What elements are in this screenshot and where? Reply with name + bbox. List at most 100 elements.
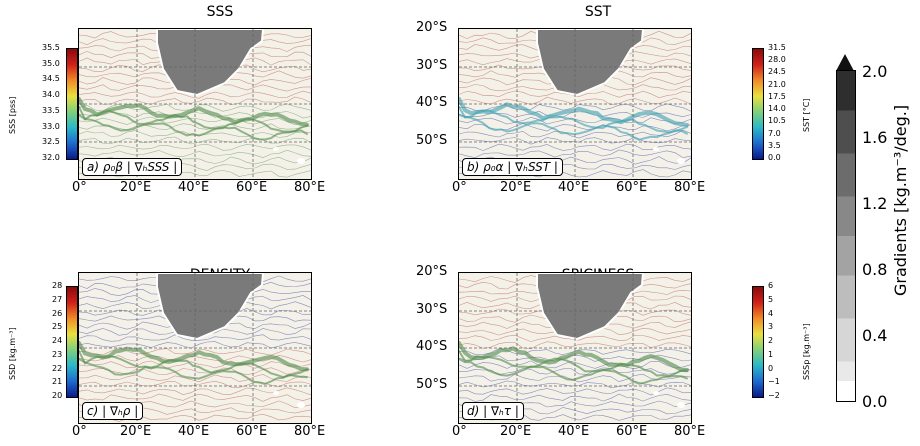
map-spiciness-canvas: [459, 273, 691, 423]
contour-line: [459, 149, 691, 159]
front-band: [459, 114, 688, 141]
colorbar-tick-label: 3.5: [768, 140, 781, 150]
lon-tick-label: 40°E: [558, 424, 590, 439]
map-sst: b) ρ₀α | ∇ₕSST |: [458, 28, 692, 180]
lat-tick-label: 40°S: [416, 95, 448, 110]
lat-tick-label: 20°S: [416, 20, 448, 35]
gradient-colorbar: [836, 70, 856, 402]
panel-label-sst: b) ρ₀α | ∇ₕSST |: [462, 158, 563, 176]
colorbar-tick-label: 24.5: [768, 67, 786, 77]
colorbar-tick-label: 35.5: [42, 43, 60, 52]
colorbar-tick-label: 26: [52, 308, 63, 318]
lon-tick-label: 80°E: [674, 424, 706, 439]
contour-line: [79, 136, 311, 145]
lat-tick-label: 50°S: [416, 376, 448, 392]
lon-tick-label: 80°E: [294, 424, 326, 439]
lon-tick-label: 40°E: [178, 180, 210, 195]
lat-tick-label: 30°S: [416, 57, 448, 73]
lon-tick-label: 20°E: [500, 424, 532, 439]
colorbar-tick-label: −2: [768, 391, 780, 400]
contour-line: [459, 143, 691, 151]
spiciness-colorbar-label: SSSp [kg.m⁻³]: [802, 323, 811, 380]
front-band: [459, 106, 688, 134]
colorbar-tick-label: 32.0: [42, 153, 60, 162]
lon-tick-label: 80°E: [674, 180, 706, 195]
colorbar-tick-label: 25: [52, 322, 63, 332]
lat-tick-label: 50°S: [416, 132, 448, 148]
gradient-tick-label: 0.4: [862, 326, 888, 345]
lon-tick-label: 0°: [452, 424, 467, 439]
lon-tick-label: 60°E: [616, 180, 648, 195]
contour-line: [459, 387, 691, 396]
colorbar-tick-label: 33.5: [42, 105, 60, 115]
colorbar-tick-label: 34.5: [42, 74, 60, 84]
gradient-tick-label: 0.0: [862, 392, 888, 411]
sss-colorbar-label: SSS [pss]: [8, 96, 17, 134]
colorbar-tick-label: 5: [768, 294, 774, 304]
front-band: [459, 341, 689, 372]
island: [653, 391, 659, 395]
colorbar-tick-label: 17.5: [768, 91, 786, 101]
colorbar-tick-label: 6: [768, 281, 774, 290]
lon-tick-label: 60°E: [236, 424, 268, 439]
spiciness-colorbar: [752, 286, 764, 398]
panel-title-sst: SST: [584, 4, 612, 20]
front-band: [79, 97, 309, 127]
front-band: [79, 106, 308, 133]
contour-line: [459, 96, 691, 106]
panel-title-sss: SSS: [206, 4, 234, 20]
front-band: [79, 358, 308, 385]
island: [677, 158, 685, 164]
lon-tick-label: 40°E: [558, 180, 590, 195]
colorbar-tick-label: 35.0: [42, 58, 60, 68]
island: [653, 147, 659, 151]
map-spiciness: d) | ∇ₕτ |: [458, 272, 692, 424]
colorbar-tick-label: 28.0: [768, 55, 786, 65]
colorbar-tick-label: 21.0: [768, 79, 786, 89]
gradient-tick-label: 0.8: [862, 260, 888, 279]
colorbar-tick-label: 32.5: [42, 137, 60, 147]
africa-landmass: [156, 29, 265, 97]
contour-line: [459, 360, 691, 370]
colorbar-tick-label: 27: [52, 294, 63, 304]
colorbar-tick-label: 34.0: [42, 90, 60, 100]
map-sss: a) ρ₀β | ∇ₕSSS |: [78, 28, 312, 180]
panel-label-spiciness: d) | ∇ₕτ |: [462, 402, 524, 420]
sst-colorbar: [752, 48, 764, 160]
lon-tick-label: 60°E: [236, 180, 268, 195]
lon-tick-label: 60°E: [616, 424, 648, 439]
colorbar-tick-label: 4: [768, 308, 774, 318]
colorbar-tick-label: 0: [768, 363, 774, 373]
map-sss-canvas: [79, 29, 311, 179]
contour-line: [79, 149, 311, 159]
lat-tick-label: 40°S: [416, 339, 448, 354]
map-sst-canvas: [459, 29, 691, 179]
sst-colorbar-label: SST [°C]: [802, 98, 811, 132]
lon-tick-label: 40°E: [178, 424, 210, 439]
map-density-canvas: [79, 273, 311, 423]
map-density: c) | ∇ₕρ |: [78, 272, 312, 424]
gradient-colorbar-arrow: [836, 54, 854, 71]
lon-tick-label: 0°: [452, 180, 467, 195]
colorbar-tick-label: 14.0: [768, 104, 786, 114]
front-band: [79, 341, 309, 372]
island: [297, 402, 305, 408]
lon-tick-label: 20°E: [120, 424, 152, 439]
island: [273, 391, 279, 395]
panel-label-density: c) | ∇ₕρ |: [82, 402, 144, 420]
lon-tick-label: 20°E: [500, 180, 532, 195]
lon-tick-label: 20°E: [120, 180, 152, 195]
sss-colorbar: [66, 48, 78, 160]
front-band: [79, 114, 308, 141]
gradient-colorbar-label: Gradients [kg.m⁻³/deg.]: [891, 104, 910, 296]
colorbar-tick-label: 0.0: [768, 153, 781, 162]
front-band: [459, 97, 689, 127]
colorbar-tick-label: 22: [52, 363, 63, 373]
colorbar-tick-label: 10.5: [768, 116, 786, 126]
colorbar-tick-label: 2: [768, 336, 774, 345]
lon-tick-label: 0°: [72, 424, 87, 439]
front-band: [459, 358, 688, 385]
contour-line: [79, 90, 311, 99]
gradient-tick-label: 1.2: [862, 194, 888, 213]
